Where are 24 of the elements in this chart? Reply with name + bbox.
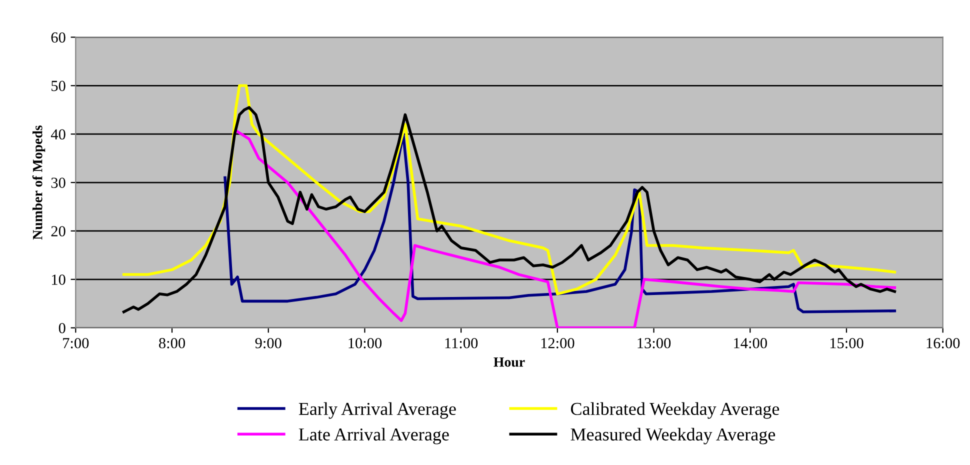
y-tick-label: 0 [58, 322, 66, 334]
x-tick-label: 14:00 [734, 338, 767, 348]
y-tick-label: 50 [52, 80, 66, 92]
x-tick-label: 9:00 [255, 338, 282, 348]
x-tick-label: 7:00 [63, 338, 89, 348]
x-tick-label: 10:00 [348, 338, 382, 348]
y-tick-label: 10 [52, 274, 66, 285]
x-tick-label: 12:00 [541, 338, 574, 348]
y-tick-label: 40 [50, 129, 66, 140]
x-tick-label: 15:00 [830, 338, 864, 348]
y-axis-title: Number of Mopeds [32, 125, 46, 240]
x-axis-title: Hour [494, 358, 525, 367]
legend-label: Late Arrival Average [298, 428, 449, 444]
y-tick-label: 20 [51, 226, 66, 236]
legend-label: Early Arrival Average [298, 402, 456, 419]
y-tick-label: 30 [51, 178, 66, 188]
y-tick-label: 60 [51, 32, 66, 43]
x-tick-label: 13:00 [638, 338, 671, 348]
x-tick-label: 8:00 [159, 338, 186, 348]
line-series [122, 84, 896, 296]
x-tick-label: 16:00 [926, 338, 960, 348]
x-tick-label: 11:00 [445, 338, 478, 348]
legend-label: Calibrated Weekday Average [570, 402, 780, 419]
legend-label: Measured Weekday Average [570, 428, 776, 444]
